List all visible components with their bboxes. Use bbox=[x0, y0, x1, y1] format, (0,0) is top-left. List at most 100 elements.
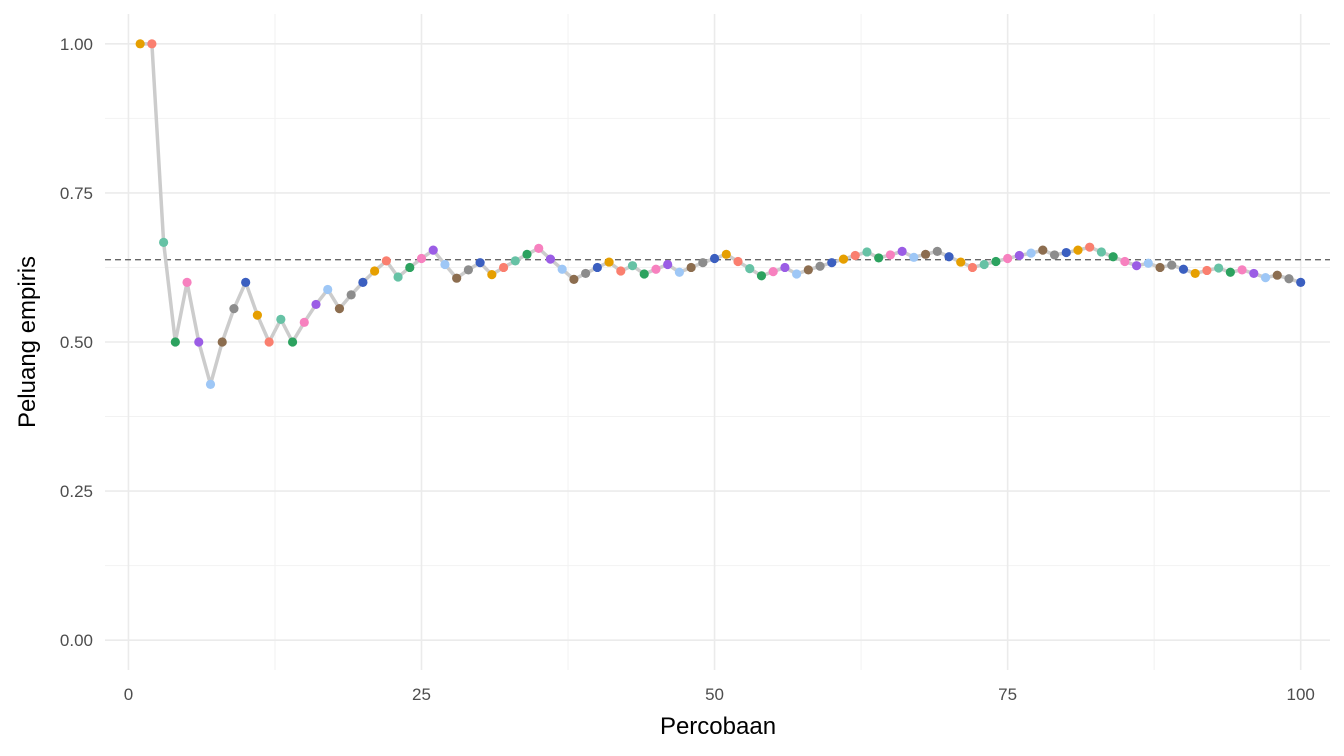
data-point bbox=[780, 262, 790, 273]
data-point bbox=[170, 337, 180, 347]
y-axis-title: Peluang empiris bbox=[14, 256, 41, 428]
data-point bbox=[733, 256, 743, 267]
data-point bbox=[557, 264, 567, 274]
data-point bbox=[639, 269, 649, 279]
data-point bbox=[135, 39, 145, 49]
data-point bbox=[1085, 242, 1095, 252]
series-line-group bbox=[140, 42, 1302, 387]
data-point bbox=[897, 246, 907, 256]
x-axis-title: Percobaan bbox=[660, 713, 776, 740]
data-point bbox=[229, 304, 239, 314]
data-point bbox=[276, 314, 286, 324]
data-point bbox=[463, 265, 473, 275]
data-point bbox=[428, 245, 438, 255]
data-point bbox=[1143, 258, 1153, 268]
data-point bbox=[545, 254, 556, 264]
data-point bbox=[920, 249, 931, 259]
data-point bbox=[334, 304, 345, 314]
data-point bbox=[1225, 267, 1235, 277]
data-point bbox=[885, 250, 896, 260]
data-point bbox=[1296, 277, 1306, 287]
data-point bbox=[792, 269, 802, 279]
data-point bbox=[264, 337, 274, 347]
data-point bbox=[827, 258, 837, 268]
data-point bbox=[745, 264, 755, 274]
data-point bbox=[956, 257, 966, 267]
data-point bbox=[1249, 268, 1259, 279]
data-point bbox=[1049, 250, 1060, 260]
data-point bbox=[381, 256, 391, 266]
y-tick-label: 0.50 bbox=[60, 333, 93, 352]
data-point bbox=[452, 273, 462, 283]
y-tick-labels: 0.00 0.25 0.50 0.75 1.00 bbox=[60, 35, 93, 650]
y-tick-label: 0.75 bbox=[60, 184, 93, 203]
data-point bbox=[1096, 247, 1107, 257]
data-point bbox=[475, 258, 485, 268]
x-tick-label: 75 bbox=[998, 685, 1017, 704]
data-point bbox=[874, 253, 884, 263]
data-point bbox=[1260, 272, 1271, 283]
data-point bbox=[1190, 268, 1200, 279]
data-point bbox=[686, 262, 696, 273]
data-point bbox=[1120, 256, 1130, 267]
data-point bbox=[311, 299, 321, 310]
data-point bbox=[440, 259, 450, 270]
data-point bbox=[487, 270, 497, 280]
data-point bbox=[534, 243, 544, 253]
grid-major bbox=[105, 14, 1330, 670]
data-point bbox=[147, 39, 157, 49]
x-tick-label: 50 bbox=[705, 685, 724, 704]
data-point bbox=[803, 265, 813, 275]
data-point bbox=[604, 257, 614, 267]
data-point bbox=[709, 253, 720, 264]
data-point bbox=[850, 250, 860, 261]
data-point bbox=[1155, 262, 1165, 273]
data-point bbox=[182, 277, 192, 287]
data-point bbox=[194, 337, 204, 347]
data-point bbox=[838, 254, 849, 264]
data-point bbox=[287, 337, 298, 347]
data-point bbox=[979, 259, 989, 270]
data-point bbox=[1284, 274, 1294, 284]
data-point bbox=[698, 258, 708, 268]
data-point bbox=[1237, 265, 1247, 275]
data-point bbox=[616, 266, 626, 276]
y-tick-label: 0.00 bbox=[60, 631, 93, 650]
data-point bbox=[862, 247, 872, 257]
data-point bbox=[1167, 260, 1177, 270]
data-point bbox=[1202, 265, 1212, 276]
data-point bbox=[1214, 263, 1224, 273]
data-point bbox=[651, 264, 661, 274]
data-point bbox=[967, 262, 978, 273]
data-point bbox=[416, 253, 427, 264]
series-line bbox=[140, 42, 1302, 387]
data-point bbox=[522, 249, 532, 259]
data-point bbox=[756, 271, 767, 281]
data-point bbox=[241, 277, 251, 287]
data-point bbox=[1038, 245, 1048, 255]
data-point bbox=[1272, 270, 1282, 280]
data-point bbox=[569, 274, 579, 284]
data-point bbox=[1108, 252, 1118, 262]
data-point bbox=[346, 290, 356, 300]
grid-minor bbox=[105, 14, 1330, 670]
data-point bbox=[815, 261, 825, 271]
data-point bbox=[674, 267, 685, 277]
data-point bbox=[323, 284, 333, 295]
data-point bbox=[299, 317, 309, 327]
x-tick-label: 25 bbox=[412, 685, 431, 704]
data-point bbox=[498, 262, 509, 273]
data-point bbox=[581, 268, 591, 279]
data-point bbox=[393, 272, 403, 282]
data-point bbox=[991, 256, 1001, 267]
data-point bbox=[768, 267, 778, 277]
data-point bbox=[627, 261, 638, 271]
data-point bbox=[932, 246, 942, 256]
data-point bbox=[721, 249, 731, 259]
data-point bbox=[909, 252, 919, 262]
x-tick-labels: 0 25 50 75 100 bbox=[124, 685, 1315, 704]
data-point bbox=[1178, 264, 1189, 274]
data-point bbox=[358, 277, 368, 287]
